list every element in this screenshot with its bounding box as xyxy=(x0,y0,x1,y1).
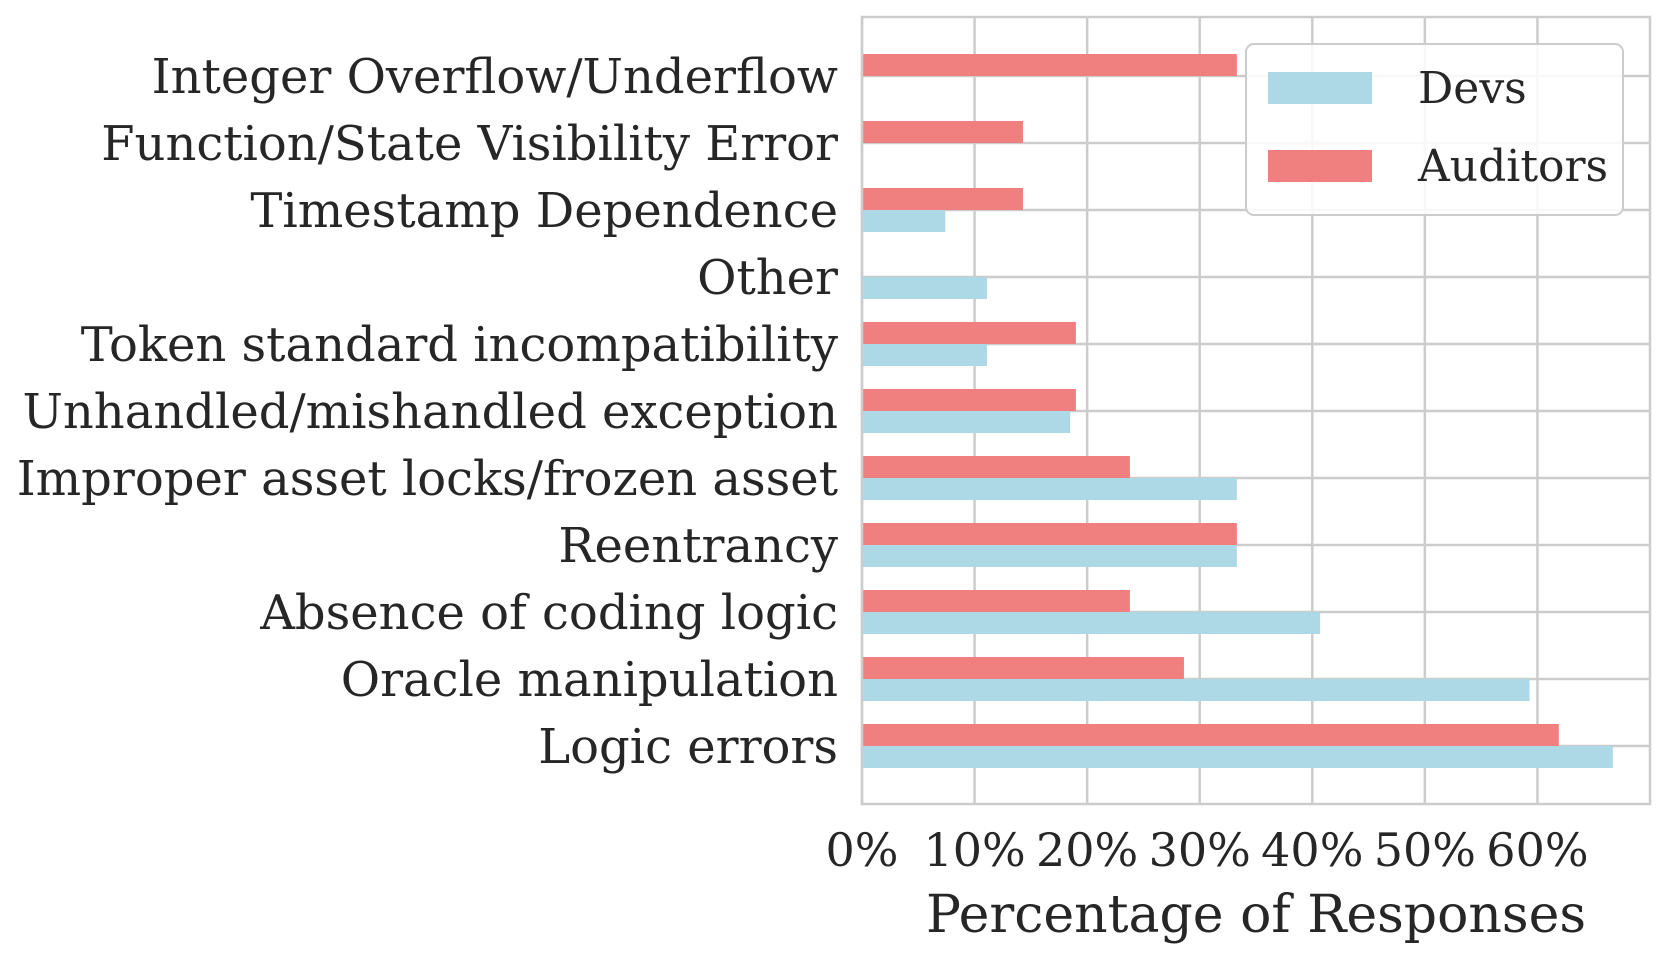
legend-swatch xyxy=(1268,72,1372,104)
x-tick-label: 60% xyxy=(1486,823,1588,877)
bar-auditors xyxy=(862,456,1130,478)
x-tick-label: 50% xyxy=(1374,823,1476,877)
x-tick-label: 10% xyxy=(923,823,1025,877)
bar-auditors xyxy=(862,188,1023,210)
legend-label: Devs xyxy=(1418,63,1527,114)
bar-devs xyxy=(862,344,987,366)
bar-auditors xyxy=(862,523,1237,545)
x-tick-label: 0% xyxy=(826,823,899,877)
bar-auditors xyxy=(862,590,1130,612)
plot-frame xyxy=(860,15,1652,806)
bar-auditors xyxy=(862,54,1237,76)
bars xyxy=(862,54,1613,768)
x-tick-label: 40% xyxy=(1261,823,1363,877)
bar-devs xyxy=(862,277,987,299)
category-label: Token standard incompatibility xyxy=(81,317,838,373)
category-label: Function/State Visibility Error xyxy=(101,116,838,172)
bar-auditors xyxy=(862,389,1076,411)
bar-auditors xyxy=(862,322,1076,344)
category-label: Oracle manipulation xyxy=(341,652,838,708)
bar-devs xyxy=(862,612,1321,634)
bar-devs xyxy=(862,545,1237,567)
category-label: Improper asset locks/frozen asset xyxy=(17,451,838,507)
category-label: Unhandled/mishandled exception xyxy=(22,384,838,440)
category-label: Absence of coding logic xyxy=(259,585,838,641)
bar-devs xyxy=(862,411,1071,433)
bar-auditors xyxy=(862,724,1559,746)
bar-devs xyxy=(862,746,1613,768)
legend-label: Auditors xyxy=(1417,141,1608,192)
category-label: Integer Overflow/Underflow xyxy=(152,49,838,105)
category-label: Logic errors xyxy=(538,719,838,775)
category-labels: Integer Overflow/Underflow Function/State… xyxy=(17,49,838,775)
legend: Devs Auditors xyxy=(1245,43,1624,216)
bar-devs xyxy=(862,478,1237,500)
category-label: Timestamp Dependence xyxy=(250,183,838,239)
bar-auditors xyxy=(862,121,1023,143)
category-label: Other xyxy=(697,250,838,306)
bar-auditors xyxy=(862,657,1184,679)
bar-devs xyxy=(862,210,946,232)
x-tick-labels: 0% 10% 20% 30% 40% 50% 60% xyxy=(826,823,1589,877)
legend-swatch xyxy=(1268,150,1372,182)
category-label: Reentrancy xyxy=(558,518,838,574)
x-axis-label: Percentage of Responses xyxy=(926,885,1586,945)
x-tick-label: 20% xyxy=(1036,823,1138,877)
x-tick-label: 30% xyxy=(1149,823,1251,877)
bar-devs xyxy=(862,679,1530,701)
